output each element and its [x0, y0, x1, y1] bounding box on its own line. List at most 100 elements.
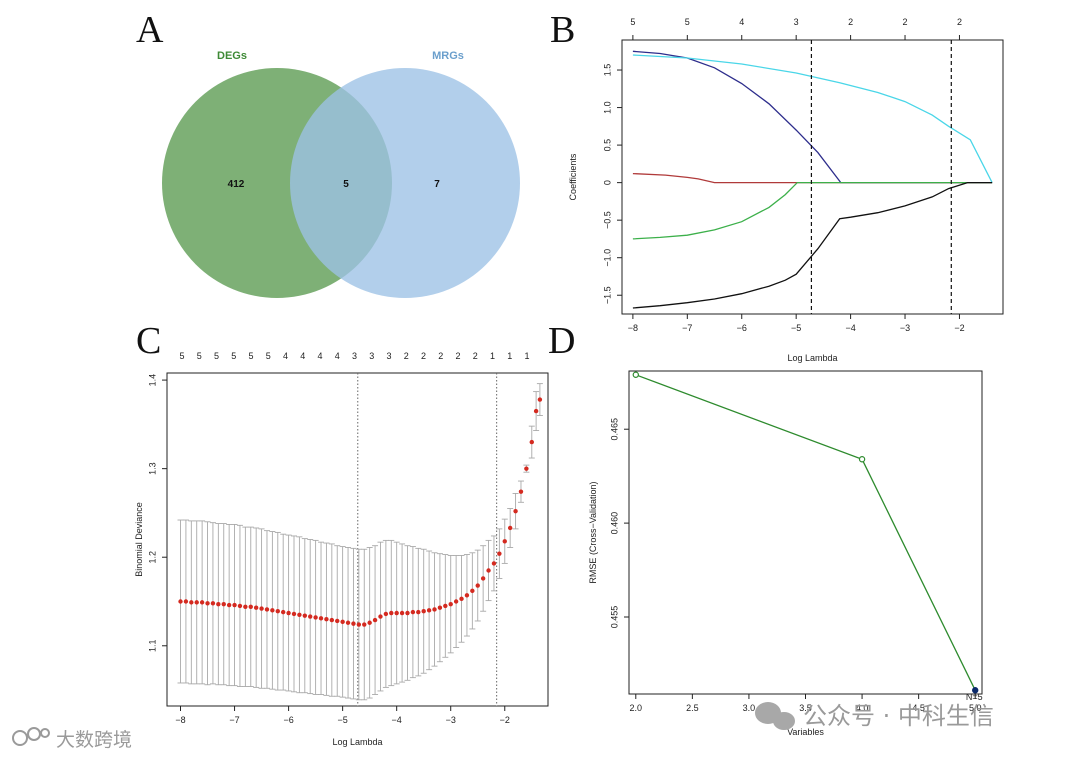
y-tick-label: 1.1 [147, 640, 157, 653]
deviance-point [183, 599, 189, 604]
x-tick-label: −6 [283, 715, 293, 725]
x-axis-label: Log Lambda [332, 737, 382, 747]
deviance-point [221, 601, 226, 607]
x-tick-label: 4.0 [856, 703, 869, 713]
coefficient-path-line [632, 172, 993, 184]
top-tick-label: 3 [352, 351, 357, 361]
deviance-point [426, 608, 432, 613]
top-tick-label: 5 [685, 17, 690, 27]
deviance-point [480, 576, 486, 581]
x-tick-label: −7 [682, 323, 692, 333]
x-tick-label: −6 [737, 323, 747, 333]
plot-frame [628, 370, 983, 695]
deviance-point [529, 439, 534, 445]
top-tick-label: 5 [197, 351, 202, 361]
y-tick-label: 0.465 [609, 418, 619, 441]
deviance-point [340, 619, 345, 625]
deviance-point [389, 610, 394, 616]
panel-a-letter: A [136, 9, 164, 51]
x-tick-label: −8 [628, 323, 638, 333]
x-tick-label: −7 [229, 715, 239, 725]
top-tick-label: 4 [300, 351, 305, 361]
x-tick-label: −3 [900, 323, 910, 333]
deviance-point [226, 602, 232, 608]
y-tick-label: 1.0 [602, 101, 612, 114]
top-tick-label: 5 [231, 351, 236, 361]
deviance-point [513, 508, 518, 514]
top-tick-label: 4 [739, 17, 744, 27]
deviance-point [362, 622, 367, 627]
venn-label-degs: DEGs [217, 50, 247, 62]
coefficient-path-line [632, 181, 993, 309]
top-tick-label: 3 [794, 17, 799, 27]
deviance-point [383, 611, 389, 617]
deviance-point [537, 397, 543, 402]
top-tick-label: 5 [630, 17, 635, 27]
x-tick-label: 3.0 [743, 703, 756, 713]
deviance-point [253, 605, 259, 610]
top-tick-label: 2 [903, 17, 908, 27]
top-tick-label: 3 [386, 351, 391, 361]
deviance-point [313, 615, 318, 620]
top-tick-label: 4 [283, 351, 288, 361]
rmse-point [858, 456, 866, 463]
deviance-point [421, 609, 426, 614]
deviance-point [324, 617, 329, 622]
top-tick-label: 2 [455, 351, 460, 361]
coefficient-path-line [632, 50, 993, 184]
deviance-point [243, 604, 248, 610]
y-tick-label: −0.5 [602, 211, 612, 229]
panel-b-letter: B [550, 9, 575, 51]
y-tick-label: 0.460 [609, 512, 619, 535]
coefficient-path-line [632, 54, 993, 183]
rmse-line [635, 374, 976, 691]
x-tick-label: −4 [392, 715, 402, 725]
deviance-point [216, 601, 221, 607]
deviance-point [367, 620, 372, 625]
y-axis-label: RMSE (Cross−Validation) [588, 481, 598, 583]
x-tick-label: 3.5 [799, 703, 812, 713]
deviance-point [507, 525, 513, 531]
watermark-left-icon [12, 727, 50, 746]
venn-circle-mrgs [290, 68, 520, 298]
y-tick-label: 0.455 [609, 606, 619, 629]
deviance-point [335, 618, 340, 624]
x-axis-label: Variables [787, 727, 824, 737]
x-tick-label: −5 [791, 323, 801, 333]
y-tick-label: 0 [602, 180, 612, 185]
top-tick-label: 2 [473, 351, 478, 361]
venn-count-mrgs-only: 7 [434, 179, 440, 190]
venn-count-degs-only: 412 [228, 179, 245, 190]
deviance-point [259, 606, 264, 611]
deviance-point [416, 609, 421, 615]
y-tick-label: 1.4 [147, 374, 157, 387]
x-tick-label: −4 [845, 323, 855, 333]
deviance-point [308, 614, 313, 619]
deviance-point [270, 608, 275, 613]
deviance-point [533, 408, 539, 414]
x-tick-label: −2 [500, 715, 510, 725]
top-tick-label: 4 [335, 351, 340, 361]
watermark-right-text: 公众号 · 中科生信 [803, 702, 994, 730]
panel-b: B −8 −7 −6 −5 −4 −3 −2 −1.5 −1.0 −0.5 0 0.5 1.0 1.5 Lo… [550, 9, 1004, 363]
x-tick-label: −2 [954, 323, 964, 333]
panel-d-letter: D [548, 320, 575, 362]
top-tick-label: 2 [957, 17, 962, 27]
deviance-point [394, 610, 399, 616]
deviance-point [280, 609, 286, 615]
panel-c: C −8 −7 −6 −5 −4 −3 −2 1.1 1.2 1.3 1.4 Log Lambda Bi… [134, 320, 549, 747]
deviance-point [297, 612, 302, 617]
deviance-point [448, 601, 453, 607]
deviance-point [194, 600, 199, 605]
rmse-point [632, 371, 639, 378]
deviance-point [210, 601, 216, 606]
deviance-point [345, 620, 351, 625]
x-tick-label: 2.5 [686, 703, 699, 713]
deviance-point [237, 603, 243, 609]
top-tick-label: 3 [369, 351, 374, 361]
deviance-point [405, 610, 410, 616]
y-tick-label: 1.5 [602, 64, 612, 77]
deviance-point [432, 607, 437, 612]
y-axis-label: Binomial Deviance [134, 502, 144, 577]
deviance-point [378, 614, 383, 619]
